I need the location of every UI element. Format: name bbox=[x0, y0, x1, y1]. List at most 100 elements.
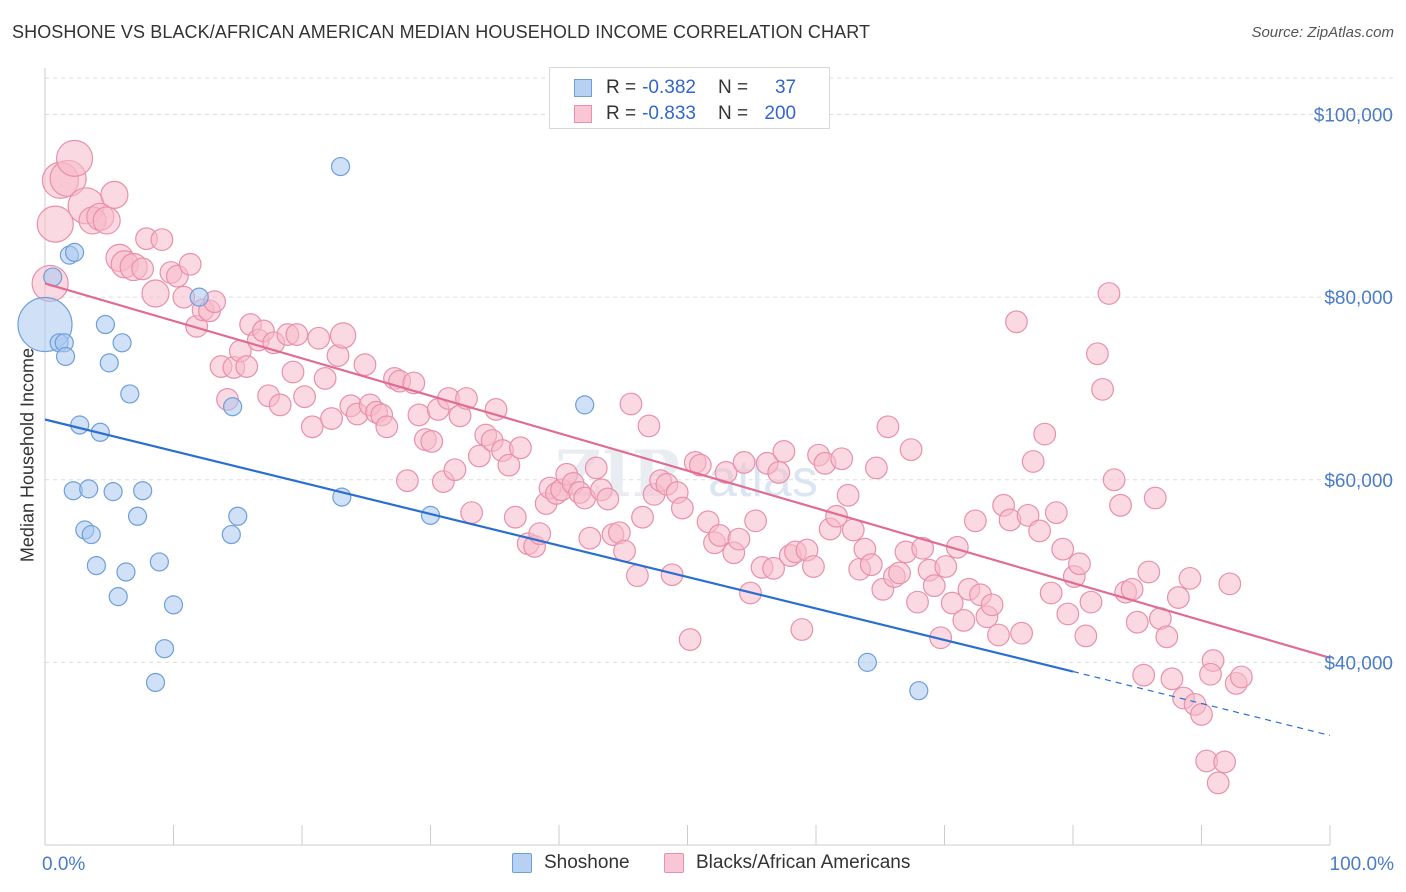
blacks-point bbox=[1109, 493, 1132, 517]
blacks-point bbox=[1199, 662, 1222, 686]
blacks-point bbox=[772, 440, 796, 463]
y-tick-labels: $40,000 $60,000 $80,000 $100,000 bbox=[1314, 106, 1393, 675]
blacks-point bbox=[714, 461, 738, 484]
blacks-point bbox=[1044, 501, 1068, 525]
blacks-point bbox=[313, 367, 337, 390]
legend-row-shoshone: R = -0.382 N = 37 bbox=[574, 76, 796, 100]
blacks-point bbox=[503, 505, 527, 529]
blacks-point bbox=[864, 456, 888, 480]
y-tick-label: $40,000 bbox=[1324, 653, 1393, 674]
shoshone-point bbox=[103, 482, 123, 502]
blacks-point bbox=[150, 228, 174, 252]
blacks-point bbox=[934, 555, 958, 578]
blacks-trend-line bbox=[44, 282, 1331, 659]
shoshone-point bbox=[127, 506, 148, 526]
blacks-point bbox=[293, 385, 316, 409]
blacks-point bbox=[1021, 450, 1045, 473]
legend-item-blacks[interactable]: Blacks/African Americans bbox=[664, 852, 910, 874]
blacks-point bbox=[375, 415, 399, 439]
blacks-point bbox=[1218, 572, 1242, 596]
blacks-point bbox=[637, 414, 661, 438]
shoshone-trend-extension bbox=[1072, 670, 1331, 737]
blacks-point bbox=[1086, 342, 1109, 366]
blacks-point bbox=[420, 430, 444, 453]
blacks-point bbox=[625, 564, 649, 588]
blacks-point bbox=[732, 451, 756, 474]
shoshone-point bbox=[70, 415, 90, 435]
series-legend: Shoshone Blacks/African Americans bbox=[0, 852, 1406, 878]
blacks-point bbox=[584, 456, 608, 480]
blacks-point bbox=[802, 555, 825, 578]
blacks-point bbox=[660, 563, 684, 587]
blacks-point bbox=[945, 535, 969, 559]
blacks-point bbox=[497, 453, 521, 477]
x-tick-labels: 0.0% 100.0% bbox=[42, 854, 1394, 875]
blacks-point bbox=[911, 536, 935, 560]
blacks-point bbox=[929, 626, 953, 650]
blacks-point bbox=[460, 501, 484, 525]
shoshone-trend-line bbox=[44, 418, 1074, 673]
blacks-point bbox=[285, 323, 309, 346]
blacks-point bbox=[836, 483, 860, 507]
blacks-point bbox=[1125, 610, 1149, 634]
blacks-point bbox=[1016, 503, 1040, 527]
blacks-point bbox=[1079, 590, 1103, 614]
blacks-point bbox=[727, 527, 751, 551]
blacks-point bbox=[307, 326, 331, 350]
blacks-point bbox=[1097, 282, 1121, 305]
shoshone-swatch bbox=[512, 853, 532, 873]
blacks-point bbox=[268, 393, 292, 417]
correlation-legend: R = -0.382 N = 37 R = -0.833 N = 200 bbox=[549, 67, 830, 129]
shoshone-swatch bbox=[574, 79, 592, 97]
blacks-point bbox=[619, 392, 643, 416]
blacks-point bbox=[899, 438, 923, 462]
legend-row-blacks: R = -0.833 N = 200 bbox=[574, 102, 796, 126]
blacks-point bbox=[1010, 621, 1033, 645]
blacks-point bbox=[790, 618, 814, 641]
y-tick-label: $80,000 bbox=[1324, 288, 1393, 309]
blacks-point bbox=[596, 487, 620, 511]
blacks-point bbox=[281, 360, 305, 384]
chart-source: Source: ZipAtlas.com bbox=[1251, 24, 1394, 41]
blacks-point bbox=[395, 469, 419, 493]
shoshone-point bbox=[99, 353, 119, 373]
blacks-swatch bbox=[574, 105, 592, 123]
shoshone-point bbox=[163, 595, 184, 615]
y-tick-label: $100,000 bbox=[1314, 106, 1393, 127]
shoshone-point bbox=[108, 587, 128, 607]
legend-item-shoshone[interactable]: Shoshone bbox=[512, 852, 630, 874]
blacks-point bbox=[670, 496, 694, 520]
shoshone-point bbox=[86, 555, 107, 576]
blacks-point bbox=[1132, 663, 1156, 687]
blacks-point bbox=[443, 458, 467, 482]
shoshone-point bbox=[330, 156, 351, 177]
blacks-point bbox=[484, 398, 508, 421]
blacks-point bbox=[1213, 750, 1237, 774]
blacks-point bbox=[131, 257, 155, 281]
blacks-point bbox=[922, 574, 946, 598]
trend-lines bbox=[44, 282, 1331, 737]
y-tick-label: $60,000 bbox=[1324, 471, 1393, 492]
blacks-point bbox=[1160, 667, 1184, 691]
series-shoshone-points bbox=[17, 156, 929, 701]
blacks-point bbox=[1005, 310, 1028, 334]
blacks-point bbox=[613, 539, 636, 563]
blacks-point bbox=[678, 628, 702, 651]
blacks-point bbox=[1056, 602, 1080, 626]
r-label: R = bbox=[606, 103, 637, 124]
series-blacks-points bbox=[31, 139, 1253, 795]
blacks-point bbox=[300, 415, 324, 439]
blacks-point bbox=[235, 355, 259, 378]
blacks-point bbox=[407, 403, 431, 427]
blacks-point bbox=[1039, 581, 1063, 605]
blacks-point bbox=[1166, 586, 1190, 609]
n-label: N = bbox=[717, 77, 749, 98]
shoshone-point bbox=[145, 672, 166, 693]
blacks-point bbox=[36, 205, 74, 243]
shoshone-point bbox=[112, 333, 132, 353]
blacks-point bbox=[1190, 703, 1213, 726]
r-value: -0.382 bbox=[642, 77, 696, 98]
blacks-point bbox=[744, 509, 768, 533]
blacks-point bbox=[1028, 519, 1051, 543]
